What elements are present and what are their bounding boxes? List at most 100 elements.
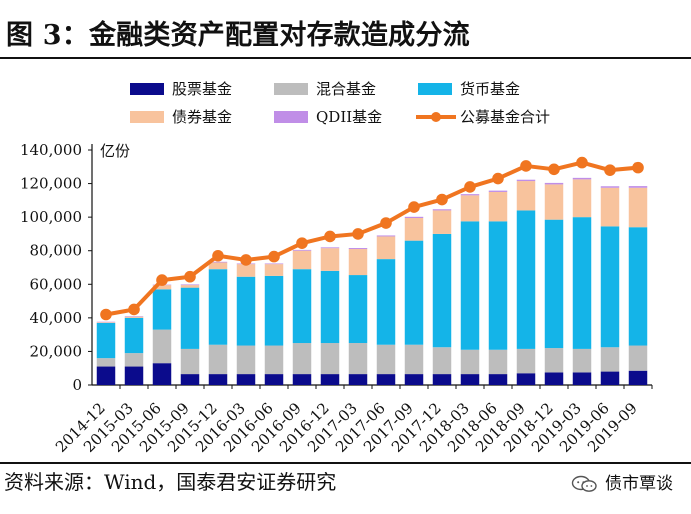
y-tick-label: 0 bbox=[72, 376, 82, 394]
bar-hybrid bbox=[264, 345, 284, 375]
chart-line bbox=[100, 156, 644, 321]
bar-stock bbox=[404, 374, 424, 385]
bar-bond bbox=[180, 285, 200, 288]
line-point-total bbox=[296, 237, 308, 249]
bar-bond bbox=[124, 316, 144, 318]
bar-stock bbox=[180, 374, 200, 385]
y-tick-label: 120,000 bbox=[20, 175, 82, 193]
line-point-total bbox=[380, 217, 392, 229]
bar-bond bbox=[152, 285, 172, 290]
legend-label-money: 货币基金 bbox=[460, 80, 520, 98]
bar-qdii bbox=[180, 284, 200, 286]
watermark: 债市覃谈 bbox=[571, 474, 673, 494]
bar-bond bbox=[376, 236, 396, 260]
bar-money bbox=[544, 219, 564, 349]
bar-stock bbox=[432, 374, 452, 385]
bar-hybrid bbox=[96, 358, 116, 367]
line-point-total bbox=[548, 163, 560, 176]
bar-hybrid bbox=[460, 349, 480, 375]
bar-hybrid bbox=[152, 329, 172, 364]
bar-qdii bbox=[376, 235, 396, 237]
wechat-icon bbox=[571, 475, 597, 492]
bar-qdii bbox=[572, 177, 592, 180]
y-tick-label: 60,000 bbox=[30, 275, 83, 293]
bar-hybrid bbox=[376, 344, 396, 375]
bar-bond bbox=[544, 184, 564, 220]
legend-label-total: 公募基金合计 bbox=[460, 108, 550, 126]
bar-hybrid bbox=[432, 347, 452, 375]
line-point-total bbox=[576, 156, 588, 169]
bar-money bbox=[600, 226, 620, 348]
bar-bond bbox=[208, 262, 228, 270]
bar-bond bbox=[292, 250, 312, 270]
bar-qdii bbox=[348, 248, 368, 250]
bar-qdii bbox=[96, 321, 116, 323]
bar-stock bbox=[208, 374, 228, 385]
chart-bars bbox=[96, 177, 648, 385]
bar-bond bbox=[432, 210, 452, 234]
bottom-rule bbox=[0, 462, 691, 464]
y-tick-label: 140,000 bbox=[20, 141, 82, 159]
bar-hybrid bbox=[544, 348, 564, 373]
bar-bond bbox=[320, 248, 340, 271]
line-point-total bbox=[492, 172, 504, 185]
legend-label-bond: 债券基金 bbox=[172, 108, 232, 126]
bar-hybrid bbox=[488, 349, 508, 375]
bar-hybrid bbox=[124, 353, 144, 367]
bar-bond bbox=[460, 195, 480, 222]
bar-hybrid bbox=[236, 345, 256, 375]
y-tick-label: 20,000 bbox=[30, 342, 83, 360]
chart-labels: 2014-122015-032015-062015-092015-122016-… bbox=[52, 399, 641, 456]
bar-qdii bbox=[460, 194, 480, 196]
bar-qdii bbox=[292, 249, 312, 251]
bar-stock bbox=[152, 363, 172, 385]
bar-money bbox=[180, 287, 200, 349]
bar-hybrid bbox=[516, 348, 536, 374]
line-point-total bbox=[464, 181, 476, 193]
bar-hybrid bbox=[600, 347, 620, 372]
bar-hybrid bbox=[292, 343, 312, 375]
bar-stock bbox=[544, 372, 564, 385]
bar-money bbox=[460, 221, 480, 350]
bar-money bbox=[404, 240, 424, 345]
bar-bond bbox=[236, 264, 256, 277]
line-point-total bbox=[100, 308, 112, 321]
bar-money bbox=[320, 270, 340, 344]
bar-qdii bbox=[320, 247, 340, 249]
bar-money bbox=[432, 233, 452, 348]
bar-bond bbox=[264, 264, 284, 276]
line-point-total bbox=[436, 193, 448, 206]
y-axis-unit-label: 亿份 bbox=[100, 142, 130, 160]
bar-stock bbox=[264, 374, 284, 385]
legend-swatch-money bbox=[418, 83, 452, 95]
bar-hybrid bbox=[628, 345, 648, 371]
bar-money bbox=[292, 269, 312, 344]
bar-qdii bbox=[516, 179, 536, 182]
legend-marker-total bbox=[431, 112, 441, 122]
legend-label-hybrid: 混合基金 bbox=[316, 80, 376, 98]
watermark-text: 债市覃谈 bbox=[605, 473, 673, 494]
bar-money bbox=[236, 276, 256, 346]
bar-qdii bbox=[488, 190, 508, 192]
bar-stock bbox=[516, 373, 536, 385]
bar-money bbox=[516, 210, 536, 349]
bar-qdii bbox=[628, 186, 648, 188]
bar-qdii bbox=[432, 209, 452, 211]
line-point-total bbox=[240, 254, 252, 266]
bar-bond bbox=[516, 181, 536, 211]
line-point-total bbox=[408, 201, 420, 213]
y-tick-label: 80,000 bbox=[30, 242, 83, 260]
line-point-total bbox=[632, 161, 644, 174]
line-point-total bbox=[604, 164, 616, 176]
bar-money bbox=[376, 259, 396, 345]
legend-swatch-qdii bbox=[274, 111, 308, 123]
bar-stock bbox=[600, 371, 620, 385]
chart-title: 图 3：金融类资产配置对存款造成分流 bbox=[6, 20, 470, 51]
bar-stock bbox=[488, 374, 508, 385]
bar-bond bbox=[404, 217, 424, 241]
bar-money bbox=[264, 275, 284, 346]
bar-qdii bbox=[600, 186, 620, 188]
bar-qdii bbox=[124, 316, 144, 317]
